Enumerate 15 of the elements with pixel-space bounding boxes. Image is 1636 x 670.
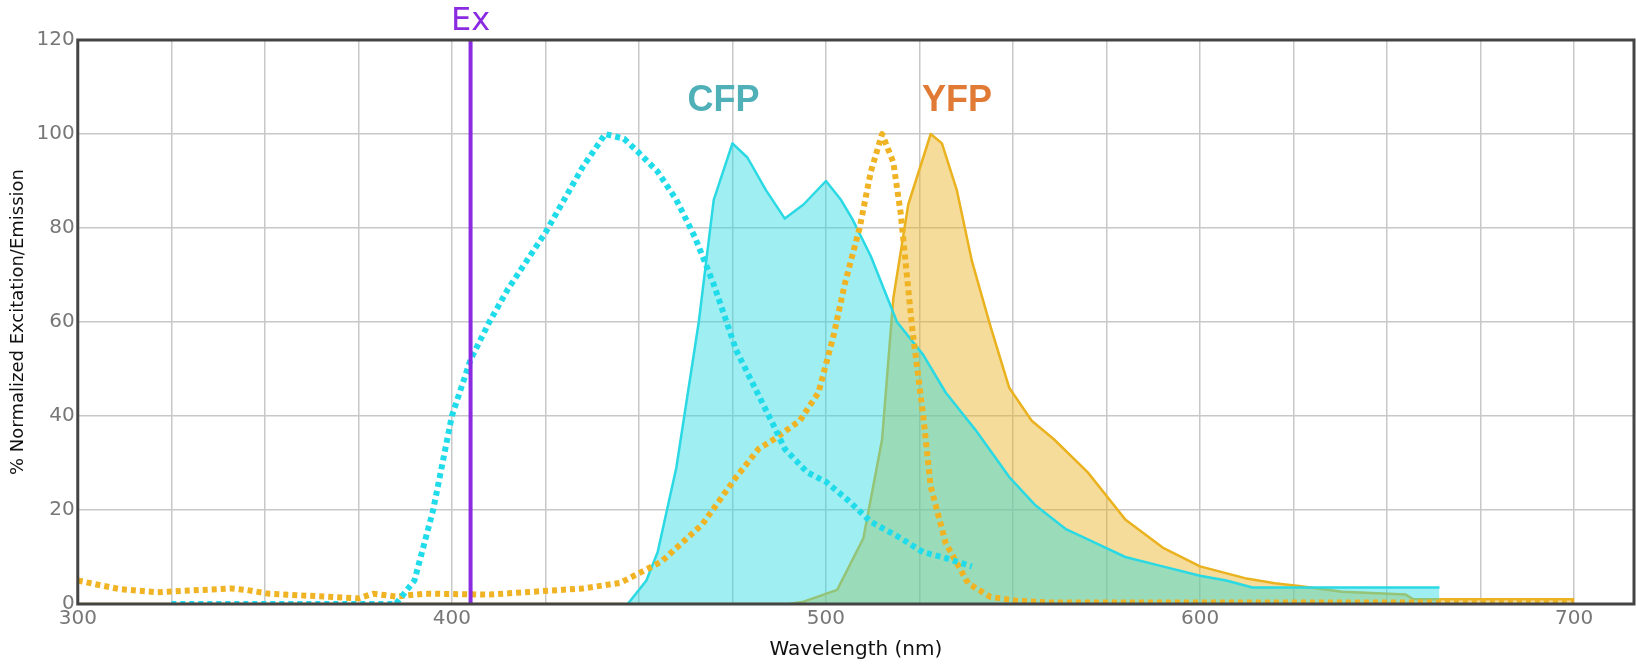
y-tick-label: 80	[49, 214, 75, 239]
y-tick-label: 40	[49, 402, 75, 427]
x-tick-label: 600	[1180, 605, 1220, 630]
x-tick-label: 500	[806, 605, 846, 630]
y-tick-label: 60	[49, 308, 75, 333]
y-axis-title: % Normalized Excitation/Emission	[6, 169, 28, 475]
y-tick-label: 20	[49, 496, 75, 521]
x-tick-label: 700	[1555, 605, 1594, 630]
y-tick-label: 120	[36, 26, 75, 51]
ref-line-label: Ex	[450, 0, 491, 39]
annotation: YFP	[922, 77, 993, 119]
x-axis-title: Wavelength (nm)	[769, 636, 943, 661]
y-tick-label: 100	[36, 120, 75, 145]
x-tick-label: 400	[432, 605, 471, 630]
annotation: CFP	[687, 77, 760, 119]
